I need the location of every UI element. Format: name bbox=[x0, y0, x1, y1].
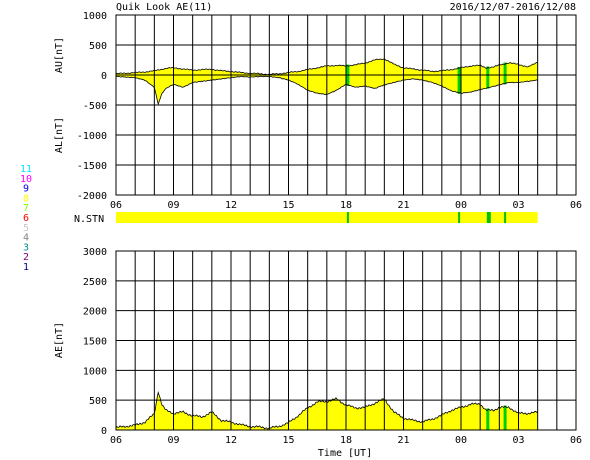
au-al-ytick-2: 0 bbox=[101, 71, 107, 82]
station-bar-label: N.STN bbox=[74, 214, 104, 225]
legend-level-8: 8 bbox=[23, 193, 29, 204]
ae-ytick-3: 1500 bbox=[83, 337, 107, 348]
figure-title: Quik Look AE(11) bbox=[116, 2, 212, 13]
ae-ytick-5: 500 bbox=[89, 396, 107, 407]
ae-lines bbox=[115, 390, 538, 430]
ae-ytick-1: 2500 bbox=[83, 277, 107, 288]
ae-ytick-labels: 3000 2500 2000 1500 1000 500 0 bbox=[83, 247, 107, 437]
au-al-ytick-4: -1000 bbox=[77, 131, 107, 142]
au-al-ytick-6: -2000 bbox=[77, 191, 107, 202]
ae-axis-label: AE[nT] bbox=[54, 322, 65, 358]
ae-xtick-labels: 06 09 12 15 18 21 00 03 06 bbox=[110, 435, 582, 446]
au-al-panel: 1000 500 0 -500 -1000 -1500 -2000 06 09 12 15 18 21… bbox=[54, 11, 582, 211]
al-line bbox=[115, 75, 538, 106]
legend-level-5: 5 bbox=[23, 223, 29, 234]
au-axis-label: AU[nT] bbox=[54, 37, 65, 73]
station-marker-2 bbox=[486, 212, 491, 223]
ae-xtick-6: 00 bbox=[455, 435, 467, 446]
ae-line bbox=[115, 390, 538, 430]
au-al-station-change-1 bbox=[457, 67, 461, 94]
ae-xtick-4: 18 bbox=[340, 435, 352, 446]
ae-xtick-0: 06 bbox=[110, 435, 122, 446]
au-al-xtick-1: 09 bbox=[167, 200, 179, 211]
ae-ytick-6: 0 bbox=[101, 426, 107, 437]
ae-xtick-7: 03 bbox=[512, 435, 524, 446]
ae-frame bbox=[115, 250, 577, 431]
legend-level-9: 9 bbox=[23, 184, 29, 195]
au-al-xtick-8: 06 bbox=[570, 200, 582, 211]
ae-ytick-0: 3000 bbox=[83, 247, 107, 258]
legend-level-4: 4 bbox=[23, 233, 29, 244]
au-al-ytick-5: -1500 bbox=[77, 161, 107, 172]
station-bar-fill bbox=[116, 212, 538, 223]
au-al-xtick-6: 00 bbox=[455, 200, 467, 211]
au-al-station-change-2 bbox=[486, 66, 490, 89]
legend-level-6: 6 bbox=[23, 213, 29, 224]
au-al-frame bbox=[115, 14, 577, 196]
station-marker-0 bbox=[346, 212, 349, 223]
legend-level-2: 2 bbox=[23, 252, 29, 263]
station-marker-3 bbox=[504, 212, 507, 223]
au-al-xtick-labels: 06 09 12 15 18 21 00 03 06 bbox=[110, 200, 582, 211]
station-marker-1 bbox=[458, 212, 461, 223]
ae-ytick-4: 1000 bbox=[83, 366, 107, 377]
legend-level-1: 1 bbox=[23, 262, 29, 273]
au-al-ytick-1: 500 bbox=[89, 41, 107, 52]
ae-xtick-3: 15 bbox=[282, 435, 294, 446]
au-al-xtick-7: 03 bbox=[512, 200, 524, 211]
au-al-xtick-3: 15 bbox=[282, 200, 294, 211]
legend-level-11: 11 bbox=[20, 164, 32, 175]
au-line bbox=[115, 58, 538, 76]
legend-level-3: 3 bbox=[23, 242, 29, 253]
au-al-xtick-0: 06 bbox=[110, 200, 122, 211]
date-range: 2016/12/07-2016/12/08 bbox=[450, 2, 576, 13]
au-al-ytick-labels: 1000 500 0 -500 -1000 -1500 -2000 bbox=[77, 11, 107, 202]
au-al-xtick-5: 21 bbox=[397, 200, 409, 211]
x-axis-label: Time [UT] bbox=[318, 448, 372, 459]
ae-station-change-0 bbox=[486, 408, 490, 430]
station-count-bar bbox=[116, 212, 538, 223]
ae-xtick-5: 21 bbox=[397, 435, 409, 446]
au-al-lines bbox=[115, 58, 576, 106]
ae-grid bbox=[115, 250, 577, 431]
au-al-xtick-4: 18 bbox=[340, 200, 352, 211]
au-al-ytick-0: 1000 bbox=[83, 11, 107, 22]
au-al-ytick-3: -500 bbox=[83, 101, 107, 112]
ae-station-change-1 bbox=[503, 405, 507, 430]
au-al-station-change-3 bbox=[503, 62, 507, 85]
al-axis-label: AL[nT] bbox=[54, 117, 65, 153]
ae-xtick-8: 06 bbox=[570, 435, 582, 446]
legend-level-10: 10 bbox=[20, 174, 32, 185]
au-al-xtick-2: 12 bbox=[225, 200, 237, 211]
ae-ytick-2: 2000 bbox=[83, 307, 107, 318]
legend-level-7: 7 bbox=[23, 203, 29, 214]
au-al-grid bbox=[115, 14, 577, 196]
ae-xtick-1: 09 bbox=[167, 435, 179, 446]
ae-xtick-2: 12 bbox=[225, 435, 237, 446]
